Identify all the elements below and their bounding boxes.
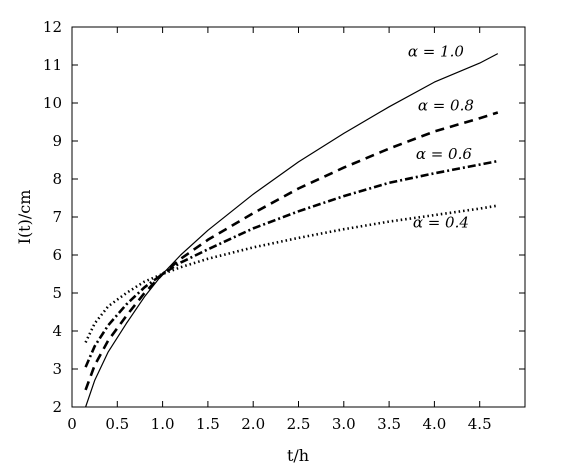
- y-tick-label: 5: [52, 284, 62, 302]
- series-line-dotted: [84, 204, 499, 343]
- series-line-solid: [85, 53, 499, 408]
- x-tick-label: 1.0: [151, 415, 175, 433]
- series-label: α = 0.8: [418, 97, 474, 115]
- x-tick-label: 4.0: [422, 415, 446, 433]
- series-label: α = 1.0: [408, 43, 465, 61]
- x-tick-label: 3.0: [332, 415, 356, 433]
- series-line-dashed: [84, 111, 499, 391]
- y-tick-label: 7: [52, 208, 62, 226]
- y-axis-label: I(t)/cm: [15, 190, 34, 245]
- x-tick-label: 0: [67, 415, 77, 433]
- series-label: α = 0.6: [416, 145, 473, 163]
- y-tick-label: 10: [43, 94, 62, 112]
- series-lines: [84, 53, 499, 408]
- x-tick-label: 2.5: [287, 415, 311, 433]
- series-labels: α = 1.0 α = 0.8 α = 0.6 α = 0.4: [408, 43, 474, 232]
- y-tick-label: 3: [52, 360, 62, 378]
- x-tick-label: 2.0: [241, 415, 265, 433]
- series-label: α = 0.4: [413, 214, 469, 232]
- y-tick-label: 8: [52, 170, 62, 188]
- y-tick-label: 11: [43, 56, 62, 74]
- x-tick-label: 3.5: [377, 415, 401, 433]
- y-axis-ticks: 2 3 4 5 6 7 8 9 10 11 12: [43, 18, 525, 416]
- y-tick-label: 2: [52, 398, 62, 416]
- y-tick-label: 9: [52, 132, 62, 150]
- x-axis-label: t/h: [287, 446, 309, 465]
- y-tick-label: 6: [52, 246, 62, 264]
- x-tick-label: 4.5: [468, 415, 492, 433]
- y-tick-label: 4: [52, 322, 62, 340]
- y-tick-label: 12: [43, 18, 62, 36]
- x-axis-ticks: 0 0.5 1.0 1.5 2.0 2.5 3.0 3.5 4.0 4.5: [67, 27, 492, 433]
- x-tick-label: 1.5: [196, 415, 220, 433]
- x-tick-label: 0.5: [105, 415, 129, 433]
